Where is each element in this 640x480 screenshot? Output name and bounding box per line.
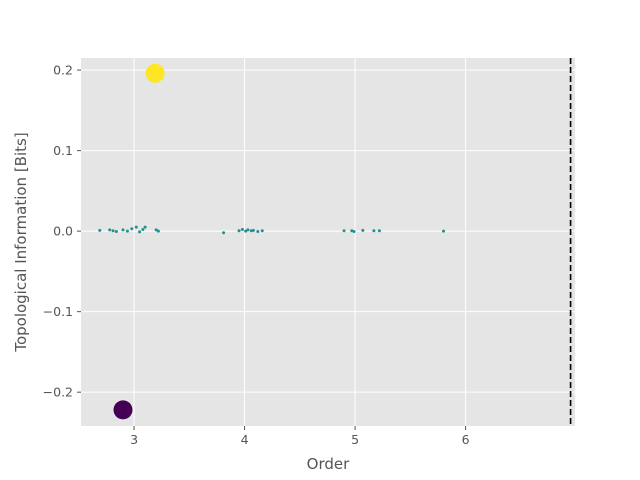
- data-point: [244, 229, 248, 233]
- data-point: [141, 228, 145, 232]
- x-tick-label: 6: [462, 432, 470, 447]
- data-point: [98, 228, 102, 232]
- data-point: [256, 230, 260, 234]
- data-point: [240, 228, 244, 232]
- data-point: [134, 225, 138, 229]
- data-point: [156, 229, 160, 233]
- data-point: [352, 230, 356, 234]
- data-point: [260, 229, 264, 233]
- highlight-point-max: [145, 63, 165, 83]
- x-tick-label: 4: [241, 432, 249, 447]
- data-point: [114, 230, 118, 234]
- data-point: [251, 228, 255, 232]
- data-point: [143, 225, 147, 229]
- y-tick-label: 0.2: [53, 63, 73, 78]
- data-point: [125, 229, 129, 233]
- y-tick-label: −0.1: [43, 304, 73, 319]
- data-point: [441, 229, 445, 233]
- data-point: [222, 231, 226, 235]
- data-point: [108, 228, 112, 232]
- x-tick-label: 5: [351, 432, 359, 447]
- data-points: [98, 63, 445, 420]
- y-axis-label: Topological Information [Bits]: [12, 132, 30, 352]
- plot-area: [81, 58, 575, 426]
- y-tick-label: −0.2: [43, 385, 73, 400]
- data-point: [377, 229, 381, 233]
- data-point: [361, 228, 365, 232]
- y-tick-label: 0.0: [53, 224, 73, 239]
- y-axis-ticks: −0.2 −0.1 0.0 0.1 0.2: [43, 63, 81, 400]
- x-axis-ticks: 3 4 5 6: [130, 426, 470, 447]
- data-point: [372, 229, 376, 233]
- data-point: [342, 229, 346, 233]
- data-point: [246, 228, 250, 232]
- y-tick-label: 0.1: [53, 143, 73, 158]
- data-point: [237, 229, 241, 233]
- data-point: [138, 230, 142, 234]
- highlight-point-min: [113, 400, 133, 420]
- data-point: [111, 229, 115, 233]
- data-point: [130, 227, 134, 231]
- x-tick-label: 3: [130, 432, 138, 447]
- data-point: [121, 228, 125, 232]
- data-point: [249, 229, 253, 233]
- x-axis-label: Order: [307, 455, 350, 473]
- data-point: [154, 228, 158, 232]
